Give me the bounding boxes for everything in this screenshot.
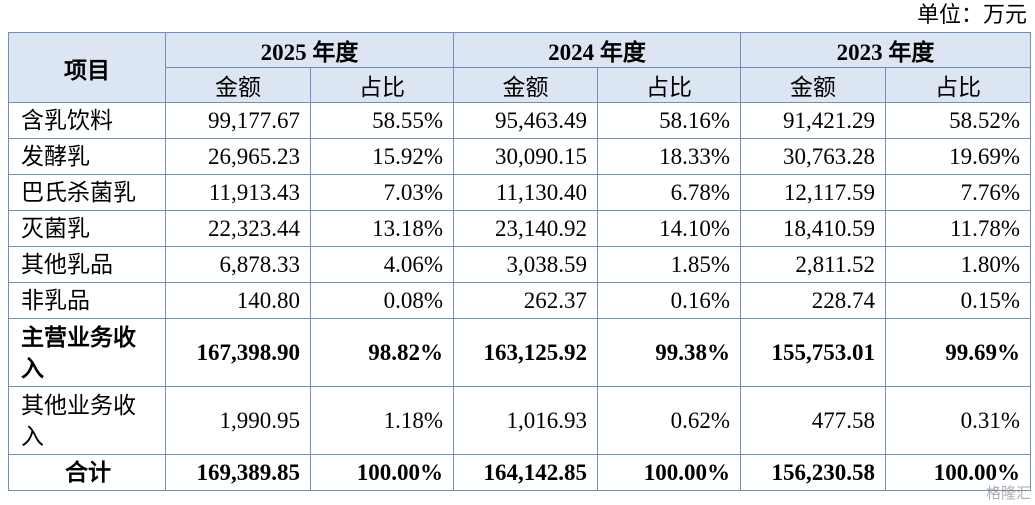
cell: 11,913.43 (165, 174, 311, 211)
cell: 30,090.15 (453, 138, 598, 175)
cell: 11,130.40 (453, 174, 598, 211)
cell: 262.37 (453, 282, 598, 319)
row-label: 其他业务收入 (8, 386, 166, 455)
cell: 228.74 (740, 282, 886, 319)
revenue-table: 项目 2025 年度 2024 年度 2023 年度 金额 占比 金额 占比 金额 占比 含乳饮料… (8, 32, 1031, 491)
cell: 7.03% (310, 174, 454, 211)
cell: 100.00% (885, 454, 1031, 491)
cell: 0.62% (597, 386, 741, 455)
row-label: 合计 (8, 454, 166, 491)
cell: 164,142.85 (453, 454, 598, 491)
subheader: 金额 (740, 67, 886, 103)
cell: 7.76% (885, 174, 1031, 211)
subheader-row: 金额 占比 金额 占比 金额 占比 (9, 67, 1031, 103)
cell: 99.38% (597, 318, 741, 387)
year-header: 2024 年度 (453, 32, 741, 68)
cell: 58.52% (885, 102, 1031, 139)
subheader: 金额 (453, 67, 598, 103)
cell: 19.69% (885, 138, 1031, 175)
cell: 58.16% (597, 102, 741, 139)
cell: 1,990.95 (165, 386, 311, 455)
cell: 95,463.49 (453, 102, 598, 139)
table-row: 灭菌乳 22,323.44 13.18% 23,140.92 14.10% 18,410.… (8, 210, 1031, 247)
row-label: 发酵乳 (8, 138, 166, 175)
table-row: 含乳饮料 99,177.67 58.55% 95,463.49 58.16% 91,421… (8, 102, 1031, 139)
subheader: 金额 (165, 67, 311, 103)
cell: 477.58 (740, 386, 886, 455)
cell: 14.10% (597, 210, 741, 247)
year-header: 2025 年度 (165, 32, 454, 68)
cell: 22,323.44 (165, 210, 311, 247)
cell: 91,421.29 (740, 102, 886, 139)
cell: 0.31% (885, 386, 1031, 455)
cell: 100.00% (597, 454, 741, 491)
row-label: 非乳品 (8, 282, 166, 319)
cell: 163,125.92 (453, 318, 598, 387)
header-row: 项目 2025 年度 2024 年度 2023 年度 (8, 32, 1031, 103)
table-row: 发酵乳 26,965.23 15.92% 30,090.15 18.33% 30,763.… (8, 138, 1031, 175)
row-label: 灭菌乳 (8, 210, 166, 247)
cell: 169,389.85 (165, 454, 311, 491)
row-label: 其他乳品 (8, 246, 166, 283)
cell: 100.00% (310, 454, 454, 491)
cell: 1.85% (597, 246, 741, 283)
cell: 155,753.01 (740, 318, 886, 387)
cell: 12,117.59 (740, 174, 886, 211)
cell: 4.06% (310, 246, 454, 283)
cell: 1,016.93 (453, 386, 598, 455)
cell: 2,811.52 (740, 246, 886, 283)
cell: 13.18% (310, 210, 454, 247)
table-row: 其他业务收入 1,990.95 1.18% 1,016.93 0.62% 477.58 0.… (8, 386, 1031, 455)
table-row: 非乳品 140.80 0.08% 262.37 0.16% 228.74 0.15% (8, 282, 1031, 319)
watermark: 格隆汇 (985, 484, 1031, 502)
table-body: 含乳饮料 99,177.67 58.55% 95,463.49 58.16% 91,421… (8, 102, 1031, 491)
subheader: 占比 (885, 67, 1031, 103)
subheader: 占比 (597, 67, 741, 103)
cell: 0.16% (597, 282, 741, 319)
cell: 99,177.67 (165, 102, 311, 139)
cell: 99.69% (885, 318, 1031, 387)
cell: 18,410.59 (740, 210, 886, 247)
table-row: 巴氏杀菌乳 11,913.43 7.03% 11,130.40 6.78% 12,117.… (8, 174, 1031, 211)
table-row: 其他乳品 6,878.33 4.06% 3,038.59 1.85% 2,811.52 1.… (8, 246, 1031, 283)
cell: 3,038.59 (453, 246, 598, 283)
cell: 6.78% (597, 174, 741, 211)
row-label: 含乳饮料 (8, 102, 166, 139)
table-header: 项目 2025 年度 2024 年度 2023 年度 金额 占比 金额 占比 金额 占比 (8, 32, 1031, 103)
year-header: 2023 年度 (740, 32, 1031, 68)
cell: 1.80% (885, 246, 1031, 283)
subheader: 占比 (310, 67, 454, 103)
cell: 15.92% (310, 138, 454, 175)
cell: 0.08% (310, 282, 454, 319)
cell: 58.55% (310, 102, 454, 139)
cell: 30,763.28 (740, 138, 886, 175)
cell: 18.33% (597, 138, 741, 175)
cell: 1.18% (310, 386, 454, 455)
cell: 11.78% (885, 210, 1031, 247)
cell: 0.15% (885, 282, 1031, 319)
cell: 167,398.90 (165, 318, 311, 387)
corner-cell: 项目 (8, 32, 166, 103)
cell: 26,965.23 (165, 138, 311, 175)
cell: 98.82% (310, 318, 454, 387)
row-label: 巴氏杀菌乳 (8, 174, 166, 211)
table-row: 合计 169,389.85 100.00% 164,142.85 100.00% 156,… (8, 454, 1031, 491)
unit-label: 单位：万元 (916, 2, 1027, 27)
row-label: 主营业务收入 (8, 318, 166, 387)
cell: 23,140.92 (453, 210, 598, 247)
table-row: 主营业务收入 167,398.90 98.82% 163,125.92 99.38% 15… (8, 318, 1031, 387)
cell: 156,230.58 (740, 454, 886, 491)
cell: 6,878.33 (165, 246, 311, 283)
cell: 140.80 (165, 282, 311, 319)
